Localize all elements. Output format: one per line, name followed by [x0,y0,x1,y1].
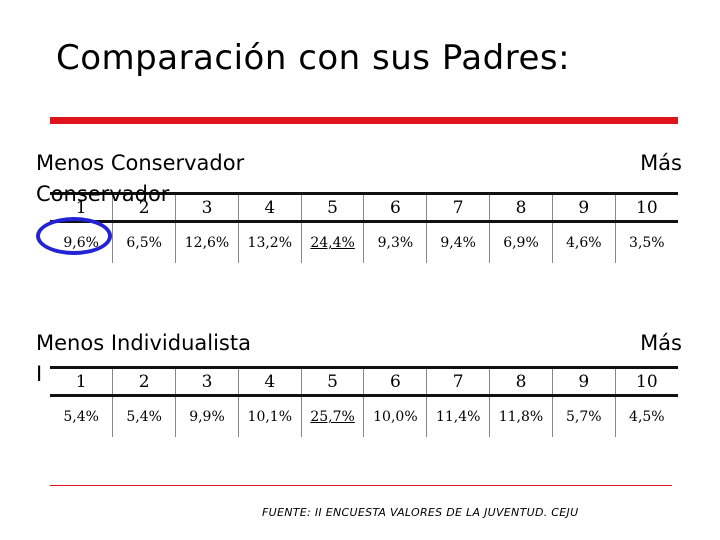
block2-values-row: 5,4% 5,4% 9,9% 10,1% 25,7% 10,0% 11,4% 1… [50,395,678,437]
value-cell: 5,7% [551,395,616,437]
value-cell: 9,4% [426,221,490,263]
scale-cell: 7 [426,366,490,397]
value-cell: 5,4% [112,395,176,437]
scale-cell: 5 [300,192,364,223]
scale-cell: 10 [614,366,678,397]
value-cell: 4,5% [614,395,678,437]
scale-cell: 8 [489,366,553,397]
scale-cell: 6 [363,366,427,397]
block1-table: 1 2 3 4 5 6 7 8 9 10 9,6% 6,5% 12,6% 13,… [50,192,678,263]
source-note: FUENTE: II ENCUESTA VALORES DE LA JUVENT… [262,506,579,519]
value-cell-highlight: 25,7% [300,395,364,437]
value-cell: 11,4% [426,395,490,437]
scale-cell: 5 [300,366,364,397]
block1-right-label: Más [640,151,682,175]
scale-cell: 7 [426,192,490,223]
scale-cell: 3 [175,366,239,397]
block2-right-label: Más [640,331,682,355]
scale-cell: 3 [175,192,239,223]
block1-left-label-line2: Conservador [36,182,170,206]
value-cell-highlight: 24,4% [300,221,364,263]
value-cell: 6,5% [112,221,176,263]
value-cell: 10,1% [237,395,302,437]
value-cell: 13,2% [237,221,302,263]
scale-cell: 2 [112,192,176,223]
value-cell: 5,4% [63,409,99,425]
scale-cell: 9 [551,192,616,223]
block1-left-label: Menos Conservador [36,151,245,175]
scale-cell: 8 [489,192,553,223]
block1-values-row: 9,6% 6,5% 12,6% 13,2% 24,4% 9,3% 9,4% 6,… [50,221,678,263]
block2-left-label: Menos Individualista [36,331,251,355]
value-cell: 12,6% [175,221,239,263]
highlight-circle [36,217,112,255]
scale-cell: 1 [50,366,113,397]
page-title: Comparación con sus Padres: [56,38,571,78]
scale-cell: 6 [363,192,427,223]
value-cell: 6,9% [489,221,553,263]
value-cell: 9,3% [363,221,427,263]
scale-cell: 2 [112,366,176,397]
scale-cell: 4 [237,192,302,223]
block2-table: 1 2 3 4 5 6 7 8 9 10 5,4% 5,4% 9,9% 10,1… [50,366,678,437]
title-divider [50,117,678,124]
value-cell: 10,0% [363,395,427,437]
scale-cell: 10 [614,192,678,223]
value-cell: 3,5% [614,221,678,263]
scale-cell: 4 [237,366,302,397]
scale-cell: 9 [551,366,616,397]
block2-scale-row: 1 2 3 4 5 6 7 8 9 10 [50,366,678,397]
value-cell: 4,6% [551,221,616,263]
footer-divider [50,485,672,486]
block1-scale-row: 1 2 3 4 5 6 7 8 9 10 [50,192,678,223]
value-cell: 9,9% [175,395,239,437]
block2-left-label-line2: I [36,362,43,386]
value-cell: 11,8% [489,395,553,437]
